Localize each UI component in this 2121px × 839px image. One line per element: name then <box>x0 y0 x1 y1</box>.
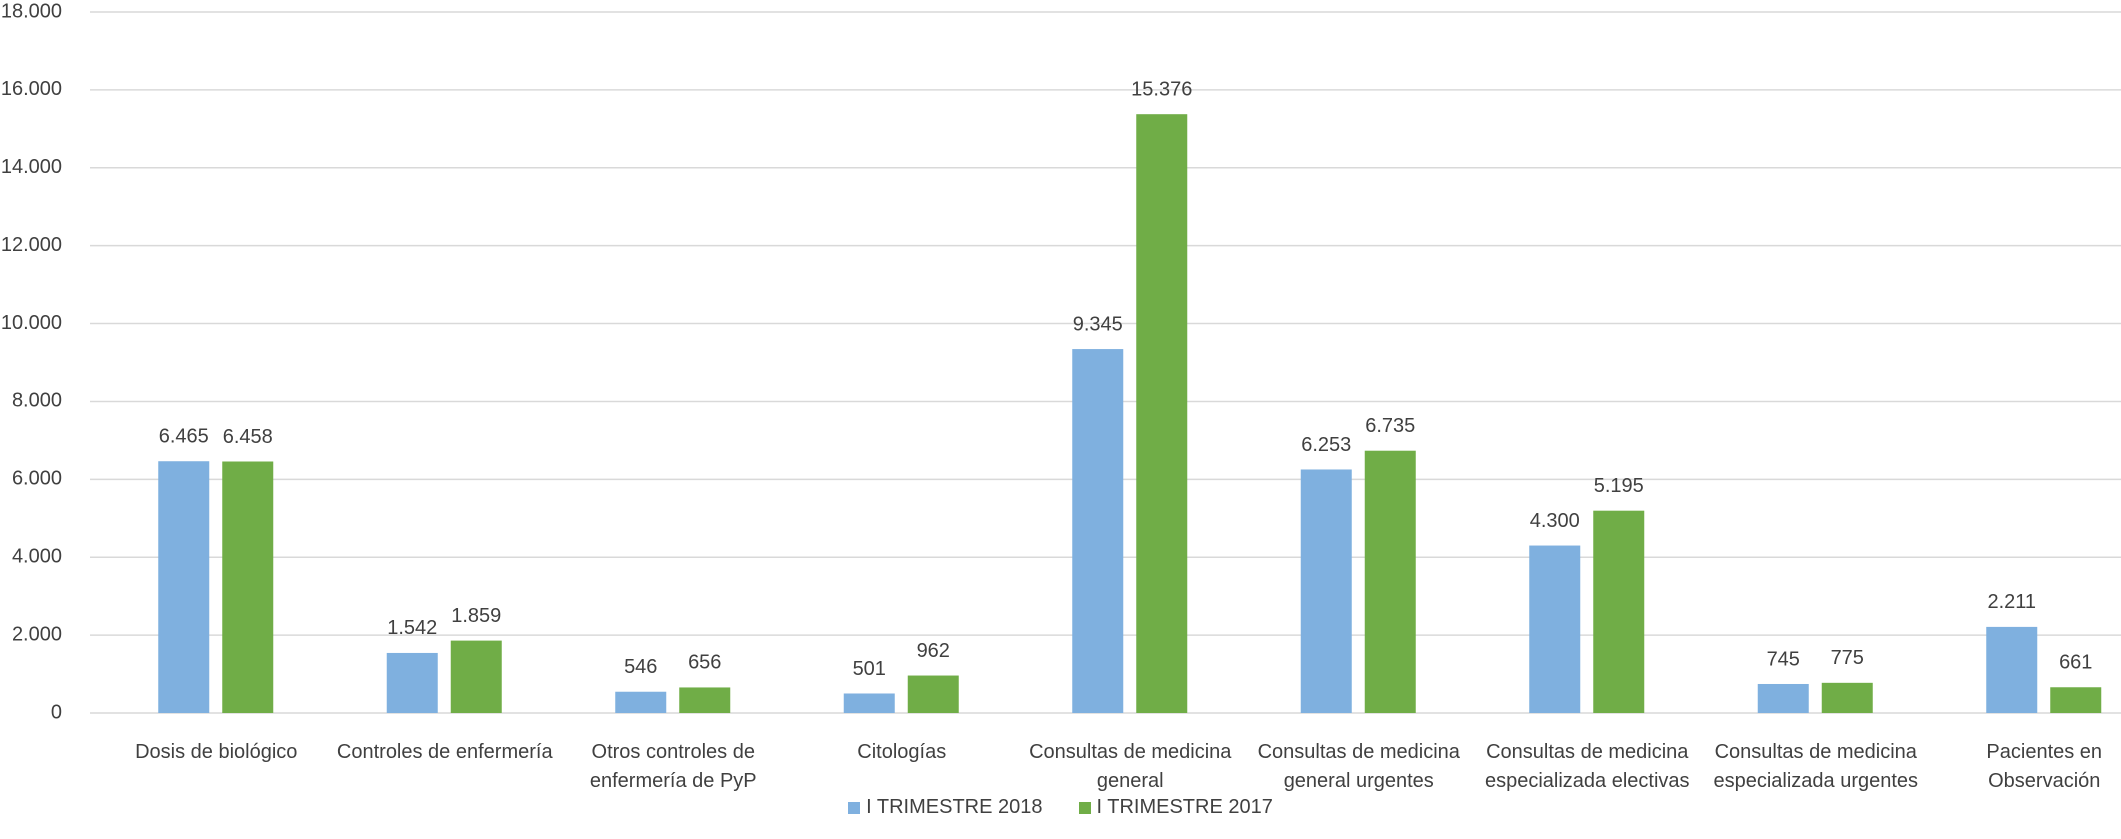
bar <box>843 693 895 713</box>
x-tick-label: Citologías <box>857 741 947 763</box>
bar <box>222 461 274 713</box>
y-tick-label: 8.000 <box>12 390 62 412</box>
data-label: 6.458 <box>223 426 273 448</box>
data-label: 9.345 <box>1073 313 1123 335</box>
legend: I TRIMESTRE 2018 I TRIMESTRE 2017 <box>0 796 2121 819</box>
legend-item: I TRIMESTRE 2017 <box>1078 796 1273 819</box>
data-label: 15.376 <box>1131 78 1192 100</box>
data-label: 4.300 <box>1530 510 1580 532</box>
bar <box>615 691 667 713</box>
x-tick-label: Otros controles de enfermería de PyP <box>589 741 757 792</box>
legend-item: I TRIMESTRE 2018 <box>848 796 1043 819</box>
y-tick-label: 18.000 <box>1 0 62 22</box>
data-label: 5.195 <box>1594 475 1644 497</box>
data-label: 1.859 <box>451 605 501 627</box>
bar <box>1757 683 1809 713</box>
legend-label: I TRIMESTRE 2018 <box>866 796 1043 818</box>
data-label: 962 <box>917 640 950 662</box>
x-tick-label: Pacientes en Observación <box>1986 741 2103 792</box>
y-tick-label: 4.000 <box>12 546 62 568</box>
x-tick-label: Consultas de medicina especializada urge… <box>1713 741 1919 792</box>
x-tick-label: Consultas de medicina general <box>1029 741 1232 792</box>
data-label: 6.465 <box>159 426 209 448</box>
y-tick-label: 6.000 <box>12 468 62 490</box>
bar <box>450 640 502 713</box>
data-label: 661 <box>2059 652 2092 674</box>
bar <box>158 461 210 713</box>
x-tick-label: Controles de enfermería <box>336 741 553 763</box>
bar <box>386 652 438 713</box>
data-label: 6.735 <box>1365 415 1415 437</box>
y-tick-label: 10.000 <box>1 312 62 334</box>
bar <box>1593 510 1645 713</box>
bar <box>679 687 731 713</box>
legend-label: I TRIMESTRE 2017 <box>1096 796 1273 818</box>
legend-swatch <box>848 801 861 814</box>
x-tick-label: Consultas de medicina general urgentes <box>1257 741 1460 792</box>
bar <box>1364 450 1416 713</box>
x-tick-label: Consultas de medicina especializada elec… <box>1484 741 1690 792</box>
data-label: 6.253 <box>1301 434 1351 456</box>
bar <box>1300 469 1352 713</box>
y-tick-label: 12.000 <box>1 234 62 256</box>
data-label: 745 <box>1767 648 1800 670</box>
bar <box>1136 114 1188 713</box>
data-label: 2.211 <box>1987 591 2036 613</box>
bar <box>1821 682 1873 713</box>
data-label: 546 <box>624 656 657 678</box>
y-tick-label: 14.000 <box>1 156 62 178</box>
bar <box>1986 626 2038 713</box>
bar <box>1529 545 1581 713</box>
data-label: 656 <box>688 652 721 674</box>
bar <box>907 675 959 713</box>
data-label: 775 <box>1831 647 1864 669</box>
legend-swatch <box>1078 801 1091 814</box>
data-label: 1.542 <box>387 617 437 639</box>
x-tick-label: Dosis de biológico <box>135 741 298 763</box>
y-tick-label: 16.000 <box>1 78 62 100</box>
y-tick-label: 2.000 <box>12 623 62 645</box>
bar <box>2050 687 2102 713</box>
data-label: 501 <box>853 658 886 680</box>
bar <box>1072 349 1124 713</box>
y-tick-label: 0 <box>51 701 62 723</box>
